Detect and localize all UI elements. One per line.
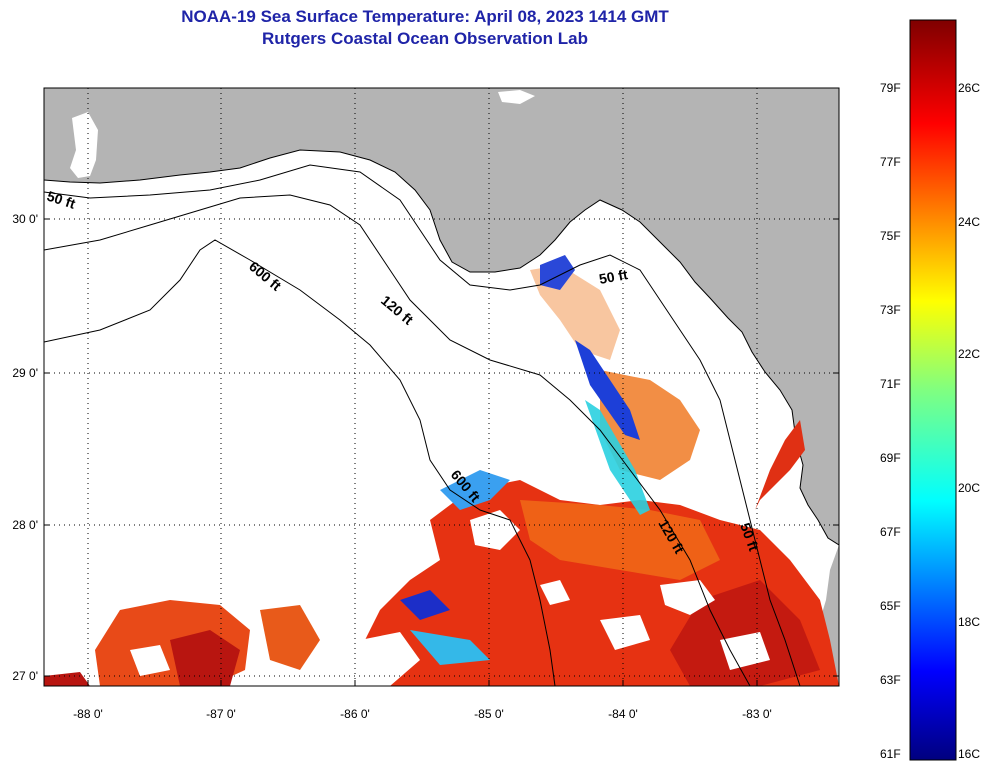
f-label-79: 79F bbox=[880, 81, 901, 95]
lon-label-85: -85 0' bbox=[474, 707, 504, 721]
lon-label-87: -87 0' bbox=[206, 707, 236, 721]
sst-west-patch-3 bbox=[260, 605, 320, 670]
sst-east-strip bbox=[755, 420, 805, 510]
lat-label-28: 28 0' bbox=[12, 518, 38, 532]
inland-lake bbox=[498, 90, 535, 104]
sst-cool-streak-1 bbox=[575, 340, 640, 440]
f-label-67: 67F bbox=[880, 525, 901, 539]
cloud-hole-4 bbox=[540, 580, 570, 605]
colorbar-celsius: 26C 24C 22C 20C 18C 16C bbox=[958, 81, 980, 761]
contour-600ft bbox=[44, 239, 556, 686]
title-line-2: Rutgers Coastal Ocean Observation Lab bbox=[262, 29, 588, 48]
sst-west-patch-2 bbox=[170, 630, 240, 686]
f-label-61: 61F bbox=[880, 747, 901, 761]
f-label-75: 75F bbox=[880, 229, 901, 243]
lat-label-30: 30 0' bbox=[12, 212, 38, 226]
lon-label-88: -88 0' bbox=[73, 707, 103, 721]
colorbar-fahrenheit: 79F 77F 75F 73F 71F 69F 67F 65F 63F 61F bbox=[880, 81, 901, 761]
sst-cool-streak-3 bbox=[540, 255, 575, 290]
lon-label-86: -86 0' bbox=[340, 707, 370, 721]
sst-southwest-strip bbox=[44, 672, 90, 686]
f-label-73: 73F bbox=[880, 303, 901, 317]
f-label-65: 65F bbox=[880, 599, 901, 613]
frame-ticks bbox=[44, 218, 839, 686]
sst-cool-streak-5 bbox=[400, 590, 450, 620]
lat-label-29: 29 0' bbox=[12, 366, 38, 380]
mobile-bay bbox=[70, 112, 98, 178]
coastline bbox=[44, 149, 839, 546]
sst-cool-streak-2 bbox=[585, 400, 650, 515]
cloud-hole-7 bbox=[720, 632, 770, 670]
c-label-22: 22C bbox=[958, 347, 980, 361]
land-mass bbox=[44, 88, 839, 545]
contour-50ft bbox=[44, 164, 801, 686]
sst-cool-streak-4 bbox=[440, 470, 510, 510]
sst-hot-core bbox=[670, 580, 820, 686]
label-50ft-east: 50 ft bbox=[598, 266, 629, 287]
contour-120ft bbox=[44, 194, 751, 686]
cloud-hole-5 bbox=[130, 645, 170, 676]
c-label-20: 20C bbox=[958, 481, 980, 495]
sst-orange-region bbox=[520, 500, 720, 580]
c-label-16: 16C bbox=[958, 747, 980, 761]
lon-label-83: -83 0' bbox=[742, 707, 772, 721]
sst-gray-shelf bbox=[530, 265, 620, 360]
map-title: NOAA-19 Sea Surface Temperature: April 0… bbox=[0, 6, 850, 50]
f-label-77: 77F bbox=[880, 155, 901, 169]
colorbar bbox=[909, 19, 957, 761]
f-label-69: 69F bbox=[880, 451, 901, 465]
lat-label-27: 27 0' bbox=[12, 669, 38, 683]
sst-cool-streak-6 bbox=[410, 630, 490, 665]
cloud-hole-6 bbox=[600, 615, 650, 650]
cloud-hole-3 bbox=[355, 632, 420, 686]
c-label-24: 24C bbox=[958, 215, 980, 229]
f-label-63: 63F bbox=[880, 673, 901, 687]
sst-north-patch bbox=[600, 370, 700, 480]
title-line-1: NOAA-19 Sea Surface Temperature: April 0… bbox=[181, 7, 669, 26]
cloud-hole-2 bbox=[470, 510, 520, 550]
c-label-18: 18C bbox=[958, 615, 980, 629]
lon-label-84: -84 0' bbox=[608, 707, 638, 721]
c-label-26: 26C bbox=[958, 81, 980, 95]
f-label-71: 71F bbox=[880, 377, 901, 391]
